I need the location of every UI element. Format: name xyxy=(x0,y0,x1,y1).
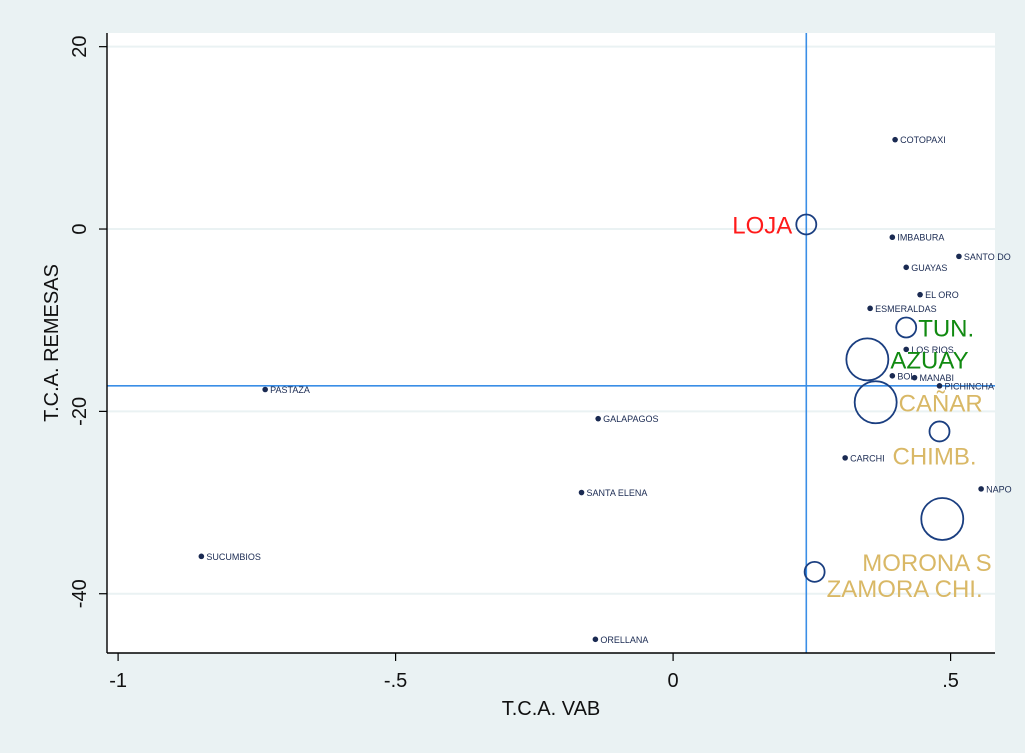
y-tick-label: -20 xyxy=(69,397,91,426)
data-point-label: ESMERALDAS xyxy=(875,304,937,314)
x-tick-label: .5 xyxy=(942,670,959,692)
data-point xyxy=(917,291,923,298)
data-point xyxy=(889,373,896,379)
highlight-label: TUN. xyxy=(918,316,974,343)
highlight-circle xyxy=(928,420,951,443)
data-point-label: SUCUMBIOS xyxy=(206,552,261,562)
highlight-label: AZUAY xyxy=(890,347,968,374)
data-point-label: CARCHI xyxy=(850,453,885,463)
gridlines xyxy=(107,45,995,595)
data-point-label: EL ORO xyxy=(925,290,959,300)
data-point-label: GUAYAS xyxy=(911,263,947,273)
x-axis-ticks: -1 -.5 0 .5 xyxy=(109,653,959,692)
data-point xyxy=(842,455,848,461)
data-point xyxy=(867,305,873,312)
highlight-circle xyxy=(895,316,918,339)
y-axis-ticks: 20 0 -20 -40 xyxy=(69,36,107,608)
data-point xyxy=(903,346,909,353)
data-points: COTOPAXI IMBABURA SANTO DO GUAYAS EL ORO ESME… xyxy=(198,135,1012,645)
data-point xyxy=(889,234,896,241)
highlight-circle xyxy=(803,560,826,583)
data-point xyxy=(595,415,601,422)
data-point-label: LOS RIOS xyxy=(911,345,954,355)
data-point-label: PASTAZA xyxy=(270,385,310,395)
highlight-label: CAÑAR xyxy=(899,390,983,417)
highlight-circle xyxy=(853,380,898,425)
y-tick-label: -40 xyxy=(69,579,91,608)
data-point-label: BOL xyxy=(897,371,915,381)
y-axis-label: T.C.A. REMESAS xyxy=(41,264,63,422)
data-point xyxy=(892,136,898,143)
x-tick-label: -.5 xyxy=(384,670,407,692)
data-point-label: PICHINCHA xyxy=(945,381,995,391)
data-point-label: GALAPAGOS xyxy=(603,414,658,424)
data-point-label: SANTO DO xyxy=(964,252,1011,262)
data-point xyxy=(936,383,943,389)
highlight-circle xyxy=(845,337,890,382)
reference-lines xyxy=(107,33,995,653)
data-point xyxy=(956,253,962,260)
data-point-label: NAPO xyxy=(986,484,1012,494)
data-point xyxy=(911,374,918,381)
data-point-label: ORELLANA xyxy=(600,635,648,645)
highlight-label: MORONA S xyxy=(862,550,991,577)
data-point-label: MANABI xyxy=(920,373,955,383)
data-point xyxy=(903,264,909,271)
highlight-label: ZAMORA CHI. xyxy=(827,576,983,603)
highlight-label: CHIMB. xyxy=(893,443,977,470)
data-point xyxy=(592,636,599,643)
plot-area xyxy=(107,33,995,653)
highlight-circle xyxy=(795,213,818,236)
x-axis-label: T.C.A. VAB xyxy=(502,698,601,720)
y-tick-label: 0 xyxy=(69,223,91,234)
data-point-label: SANTA ELENA xyxy=(587,488,648,498)
y-tick-label: 20 xyxy=(69,36,91,58)
x-tick-label: 0 xyxy=(668,670,679,692)
x-tick-label: -1 xyxy=(109,670,127,692)
data-point xyxy=(578,489,585,496)
data-point-label: COTOPAXI xyxy=(900,135,946,145)
data-point xyxy=(198,553,205,560)
data-point xyxy=(978,486,984,492)
highlight-circle xyxy=(920,497,965,541)
data-point-label: IMBABURA xyxy=(897,233,944,243)
data-point xyxy=(262,386,268,393)
highlight-label: LOJA xyxy=(732,212,792,239)
